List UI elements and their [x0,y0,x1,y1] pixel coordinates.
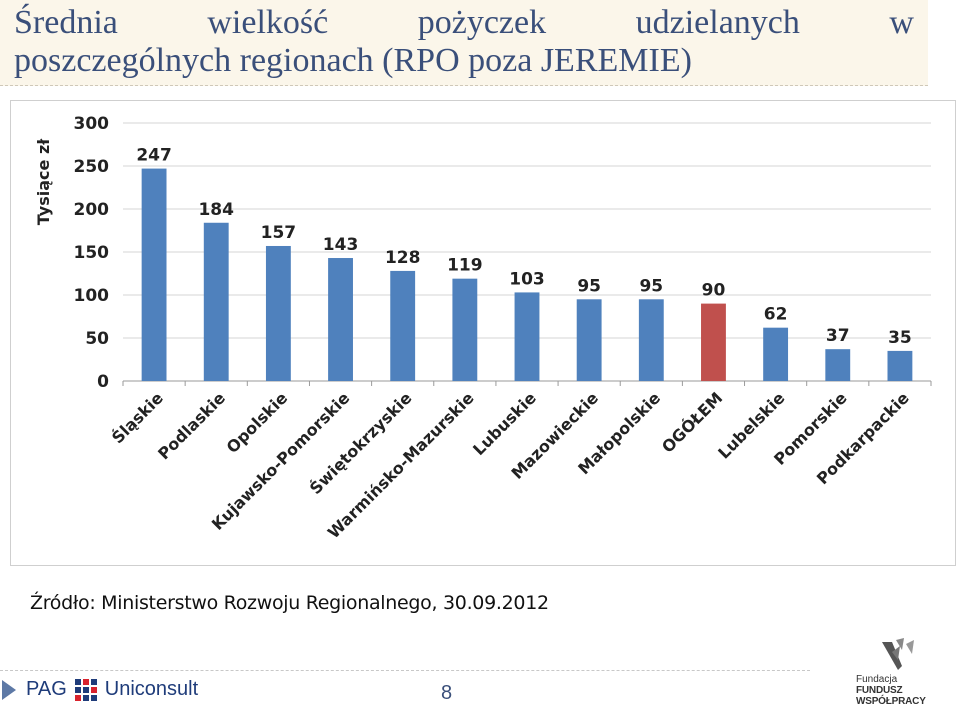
bar [763,327,789,381]
fund-logo-mark-icon [882,638,914,670]
bar [638,299,664,381]
bar [452,278,478,381]
fund-logo-line1: Fundacja [856,674,898,685]
fundusz-wspolpracy-logo: Fundacja FUNDUSZ WSPÓŁPRACY [856,636,952,707]
bar [887,350,913,381]
bar [390,270,416,381]
data-label: 143 [323,235,359,255]
x-tick-label: Podlaskie [154,388,229,463]
footer-divider [0,670,810,671]
data-label: 95 [639,276,663,296]
bar [265,245,291,381]
y-tick-label: 250 [74,157,110,177]
bar [701,303,726,381]
bar [825,349,851,381]
data-label: 37 [826,326,850,346]
data-label: 128 [385,248,421,268]
x-tick-label: Śląskie [108,388,167,447]
title-word: udzielanych [635,4,800,41]
bar [514,292,540,381]
title-line-1: Średnia wielkość pożyczek udzielanych w [14,4,914,42]
title-word: wielkość [207,4,329,41]
y-tick-label: 200 [74,200,110,220]
slide-title: Średnia wielkość pożyczek udzielanych w posz… [0,0,928,86]
y-tick-label: 50 [85,329,109,349]
title-line-2: poszczególnych regionach (RPO poza JEREM… [14,42,692,79]
data-label: 35 [888,328,912,348]
y-axis-label: Tysiące zł [34,138,53,225]
title-word: Średnia [14,4,118,41]
data-label: 103 [509,269,545,289]
footer-arrow-icon [2,680,16,700]
y-tick-label: 150 [74,243,110,263]
bar [203,222,229,381]
data-label: 119 [447,256,483,276]
data-label: 95 [577,276,601,296]
uniconsult-logo-text: Uniconsult [104,678,199,700]
data-label: 157 [261,223,297,243]
data-label: 62 [764,305,788,325]
data-label: 90 [702,281,726,301]
title-word: w [889,4,914,41]
y-tick-label: 300 [74,114,110,134]
page-number: 8 [441,682,453,704]
title-word: pożyczek [417,4,547,41]
fund-logo-line2: FUNDUSZ WSPÓŁPRACY [856,685,926,707]
data-label: 184 [198,200,234,220]
data-label: 247 [136,146,172,166]
bar [576,299,602,381]
bar [141,168,167,381]
source-note: Źródło: Ministerstwo Rozwoju Regionalneg… [30,592,549,614]
logo-dots-icon [74,678,97,701]
bar-chart: 0 50 100 150 200 250 300 Tysiące zł 247 Śląskie 18… [34,114,932,542]
bar [328,258,353,381]
y-tick-label: 100 [74,286,110,306]
pag-uniconsult-logo: PAG Uniconsult [26,678,198,701]
pag-logo-text: PAG [26,678,67,700]
chart-frame: 0 50 100 150 200 250 300 Tysiące zł 247 Śląskie 18… [10,100,956,566]
y-tick-label: 0 [97,372,109,392]
